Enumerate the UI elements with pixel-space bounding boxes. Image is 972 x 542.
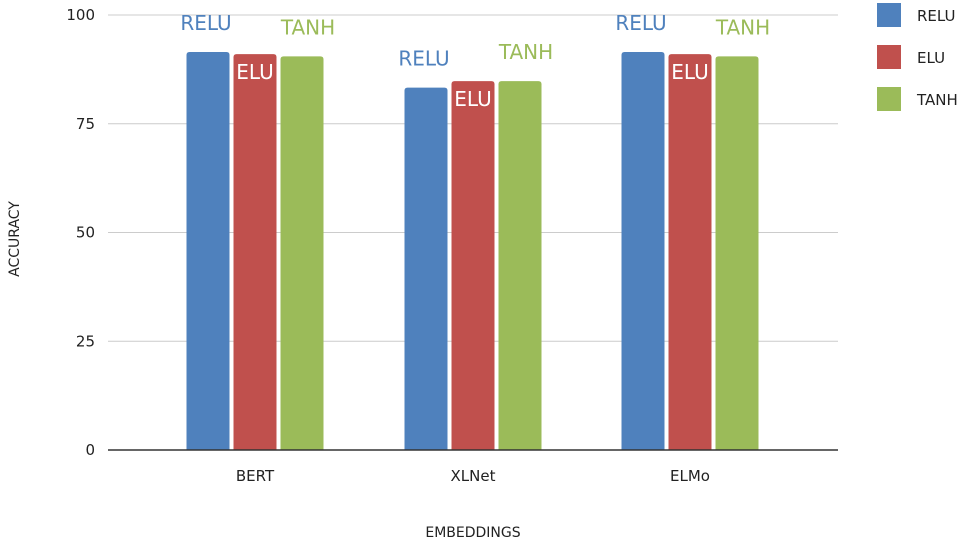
legend: RELU ELU TANH bbox=[877, 3, 958, 111]
bar-elmo-elu bbox=[668, 54, 712, 451]
data-label-xlnet-relu: RELU bbox=[398, 47, 449, 71]
bar-xlnet-tanh bbox=[498, 81, 542, 451]
data-label-xlnet-elu: ELU bbox=[454, 87, 491, 111]
bar-elmo-relu bbox=[621, 51, 665, 450]
data-label-xlnet-tanh: TANH bbox=[498, 40, 553, 64]
legend-swatch-elu bbox=[877, 45, 901, 69]
data-label-elmo-relu: RELU bbox=[615, 11, 666, 35]
legend-swatch-relu bbox=[877, 3, 901, 27]
bars bbox=[186, 51, 759, 451]
y-tick-label: 75 bbox=[76, 115, 95, 133]
data-label-elmo-elu: ELU bbox=[671, 60, 708, 84]
x-tick-label: XLNet bbox=[451, 467, 496, 485]
y-tick-label: 0 bbox=[85, 441, 95, 459]
x-tick-labels: BERT XLNet ELMo bbox=[236, 467, 710, 485]
y-tick-label: 100 bbox=[66, 6, 95, 24]
bar-xlnet-relu bbox=[404, 87, 448, 451]
legend-label-elu: ELU bbox=[917, 49, 945, 67]
data-label-elmo-tanh: TANH bbox=[715, 15, 770, 39]
bar-bert-relu bbox=[186, 51, 230, 450]
bar-elmo-tanh bbox=[715, 56, 759, 450]
y-tick-label: 50 bbox=[76, 224, 95, 242]
data-label-bert-relu: RELU bbox=[180, 11, 231, 35]
bar-bert-tanh bbox=[280, 56, 324, 450]
legend-label-relu: RELU bbox=[917, 7, 956, 25]
legend-swatch-tanh bbox=[877, 87, 901, 111]
x-axis-title: EMBEDDINGS bbox=[425, 525, 520, 541]
y-axis-title: ACCURACY bbox=[7, 201, 23, 277]
legend-label-tanh: TANH bbox=[916, 91, 958, 109]
data-label-bert-tanh: TANH bbox=[280, 15, 335, 39]
data-label-bert-elu: ELU bbox=[236, 60, 273, 84]
x-tick-label: BERT bbox=[236, 467, 275, 485]
bar-bert-elu bbox=[233, 54, 277, 451]
y-tick-label: 25 bbox=[76, 332, 95, 350]
bar-xlnet-elu bbox=[451, 81, 495, 451]
x-tick-label: ELMo bbox=[670, 467, 710, 485]
y-tick-labels: 0 25 50 75 100 bbox=[66, 6, 95, 459]
